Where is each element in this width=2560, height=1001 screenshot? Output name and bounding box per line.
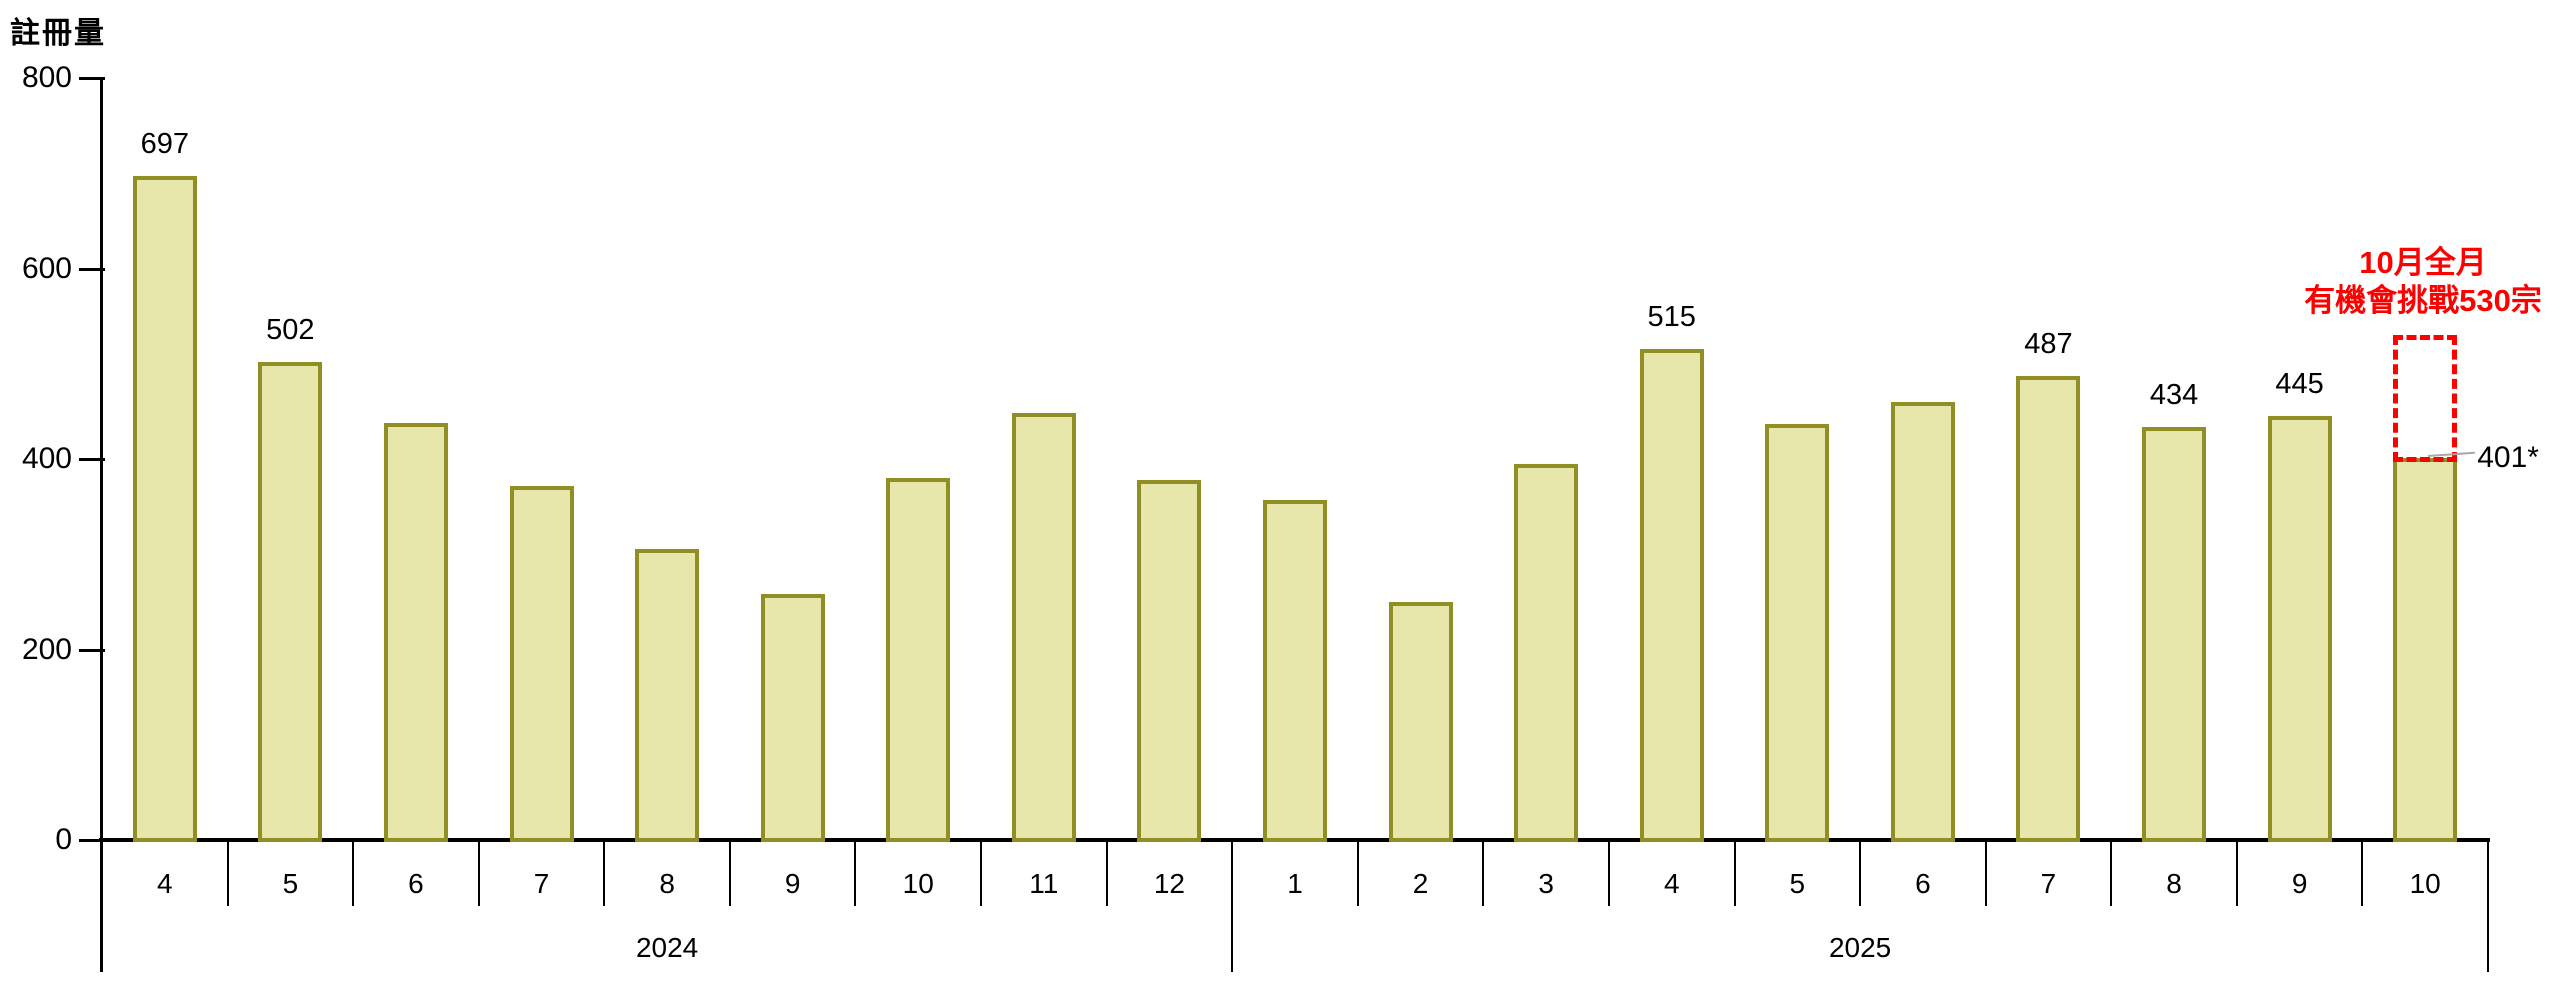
month-separator [477, 842, 480, 906]
x-axis-month-label: 6 [408, 868, 424, 899]
x-axis-year-label: 2024 [635, 932, 699, 963]
month-separator [1105, 842, 1108, 906]
bar-2025-9 [2267, 416, 2332, 842]
month-separator [2110, 842, 2113, 906]
bar-2024-11 [1011, 413, 1076, 842]
month-separator [1482, 842, 1485, 906]
y-axis-tick [79, 839, 105, 842]
y-axis-tick-label: 200 [21, 632, 72, 666]
x-axis-month-label: 5 [282, 868, 299, 899]
month-separator [352, 842, 355, 906]
x-axis-month-label: 9 [2291, 868, 2308, 899]
forecast-dashed-box [2393, 335, 2458, 463]
last-bar-value-label: 401* [2477, 441, 2539, 475]
month-separator [1984, 842, 1987, 906]
month-separator [1356, 842, 1359, 906]
bar-value-label: 434 [2149, 378, 2199, 411]
bar-2025-5 [1765, 423, 1830, 842]
y-axis-title: 註冊量 [10, 17, 106, 50]
annotation-text-line2: 有機會挑戰530宗 [2304, 283, 2542, 318]
x-axis-month-label: 5 [1789, 868, 1806, 899]
bar-2025-6 [1890, 401, 1955, 842]
x-axis-month-label: 12 [1153, 868, 1185, 899]
bar-value-label: 445 [2275, 368, 2324, 401]
bar-2025-7 [2016, 376, 2081, 842]
bar-2024-12 [1137, 479, 1202, 842]
bar-2025-2 [1388, 601, 1453, 842]
month-separator [2235, 842, 2238, 906]
month-separator [1607, 842, 1610, 906]
x-axis-month-label: 9 [784, 868, 801, 899]
x-axis-month-label: 11 [1029, 868, 1059, 899]
month-separator [1733, 842, 1736, 906]
bar-2024-5 [258, 361, 323, 842]
bar-2025-8 [2142, 426, 2207, 842]
bar-2024-10 [886, 478, 951, 842]
y-axis-tick-label: 600 [21, 251, 72, 285]
bar-2025-10 [2393, 458, 2458, 842]
y-axis-tick [79, 267, 105, 271]
y-axis-tick [79, 648, 105, 652]
x-axis-month-label: 8 [659, 868, 675, 899]
x-axis-year-label: 2025 [1828, 932, 1892, 963]
x-axis-month-label: 3 [1538, 868, 1554, 899]
x-axis-month-label: 4 [1663, 868, 1680, 899]
y-axis-tick-label: 0 [55, 823, 72, 856]
y-axis-line [100, 78, 103, 972]
x-axis-month-label: 4 [157, 868, 173, 899]
year-separator [2487, 842, 2489, 972]
annotation-text-line1: 10月全月 [2359, 245, 2487, 280]
bar-2025-4 [1639, 349, 1704, 842]
bar-2024-8 [635, 549, 700, 842]
month-separator [854, 842, 857, 906]
bar-value-label: 487 [2024, 328, 2073, 361]
x-axis-month-label: 2 [1412, 868, 1429, 899]
x-axis-month-label: 10 [2409, 868, 2441, 899]
month-separator [226, 842, 229, 906]
month-separator [728, 842, 731, 906]
x-axis-month-label: 7 [2040, 868, 2057, 899]
bar-2025-1 [1263, 499, 1327, 842]
month-separator [603, 842, 606, 906]
x-axis-month-label: 10 [902, 868, 934, 899]
month-separator [980, 842, 983, 906]
month-separator [2361, 842, 2364, 906]
y-axis-tick [79, 458, 105, 461]
x-axis-month-label: 8 [2166, 868, 2182, 899]
bar-2025-3 [1514, 463, 1579, 842]
bar-2024-7 [509, 485, 574, 842]
y-axis-tick-label: 800 [21, 61, 72, 94]
bar-2024-4 [132, 176, 197, 842]
bar-value-label: 697 [140, 128, 189, 161]
x-axis-month-label: 6 [1915, 868, 1931, 899]
bar-value-label: 502 [266, 313, 315, 346]
x-axis-month-label: 1 [1287, 868, 1303, 899]
month-separator [1859, 842, 1862, 906]
x-axis-month-label: 7 [533, 868, 550, 899]
bar-2024-6 [383, 422, 448, 842]
year-separator [1231, 842, 1234, 972]
bar-2024-9 [760, 594, 825, 842]
y-axis-tick-label: 400 [21, 442, 72, 475]
bar-value-label: 515 [1647, 301, 1696, 334]
y-axis-tick [79, 77, 105, 80]
